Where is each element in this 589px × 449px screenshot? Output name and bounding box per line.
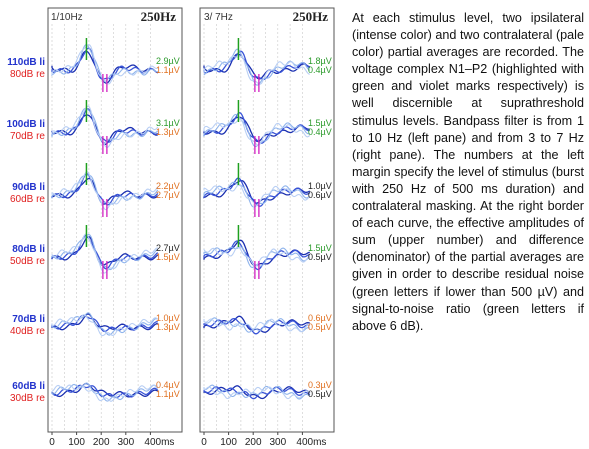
difference-amplitude: 0.4µV <box>308 127 332 137</box>
difference-amplitude: 0.6µV <box>308 190 332 200</box>
x-tick-label: 400ms <box>296 437 326 448</box>
ipsilateral-level-label: 80dB li <box>12 244 45 255</box>
time-axes: 0 100 200 300 400ms 0 100 200 300 400ms <box>49 432 326 448</box>
right-panel-frame <box>199 7 335 433</box>
sum-amplitude: 1.8µV <box>308 56 332 66</box>
partial-average-curve <box>51 384 159 402</box>
x-tick-label: 200 <box>93 437 110 448</box>
contralateral-masking-label: 50dB re <box>10 256 45 267</box>
x-tick-label: 300 <box>117 437 134 448</box>
difference-amplitude: 0.4µV <box>308 65 332 75</box>
right-panel-grid <box>203 24 303 432</box>
difference-amplitude: 1.3µV <box>156 127 180 137</box>
partial-average-curve <box>203 53 311 80</box>
contralateral-masking-label: 80dB re <box>10 69 45 80</box>
sum-amplitude: 1.0µV <box>156 313 180 323</box>
ipsilateral-level-label: 60dB li <box>12 381 45 392</box>
partial-average-curve <box>51 173 159 206</box>
aep-figure: 1/10Hz 250Hz 2.9µV1.1µV3.1µV1.3µV2.2µV2.… <box>7 7 335 448</box>
partial-average-curve <box>203 317 311 335</box>
right-panel-filter: 3/ 7Hz <box>204 12 233 23</box>
partial-average-curve <box>203 318 311 333</box>
x-tick-label: 100 <box>220 437 237 448</box>
ipsilateral-level-label: 100dB li <box>7 119 46 130</box>
difference-amplitude: 2.7µV <box>156 190 180 200</box>
right-panel-frequency: 250Hz <box>293 9 329 24</box>
partial-average-curve <box>51 312 159 336</box>
right-panel-traces: 1.8µV0.4µV1.5µV0.4µV1.0µV0.6µV1.5µV0.5µV… <box>203 38 332 400</box>
partial-average-curve <box>51 234 159 270</box>
x-tick-label: 300 <box>269 437 286 448</box>
left-panel-filter: 1/10Hz <box>51 12 83 23</box>
partial-average-curve <box>203 240 310 271</box>
partial-average-curve <box>203 116 310 143</box>
partial-average-curve <box>203 181 311 208</box>
partial-average-curve <box>203 386 311 400</box>
left-panel-frame <box>47 7 183 433</box>
left-panel-traces: 2.9µV1.1µV3.1µV1.3µV2.2µV2.7µV2.7µV1.5µV… <box>51 38 180 402</box>
partial-average-curve <box>51 44 158 82</box>
partial-average-curve <box>203 55 310 85</box>
partial-average-curve <box>203 384 311 400</box>
partial-average-curve <box>203 118 311 146</box>
sum-amplitude: 0.6µV <box>308 313 332 323</box>
left-panel-grid <box>51 24 151 432</box>
partial-average-curve <box>203 112 310 144</box>
sum-amplitude: 0.4µV <box>156 380 180 390</box>
contralateral-masking-label: 70dB re <box>10 131 45 142</box>
difference-amplitude: 1.1µV <box>156 65 180 75</box>
sum-amplitude: 2.9µV <box>156 56 180 66</box>
x-tick-label: 400ms <box>144 437 174 448</box>
contralateral-masking-label: 30dB re <box>10 393 45 404</box>
sum-amplitude: 1.5µV <box>308 243 332 253</box>
partial-average-curve <box>51 177 159 205</box>
right-panel: 3/ 7Hz 250Hz 1.8µV0.4µV1.5µV0.4µV1.0µV0.… <box>199 7 335 433</box>
partial-average-curve <box>51 314 159 337</box>
sum-amplitude: 2.2µV <box>156 181 180 191</box>
partial-average-curve <box>51 44 159 85</box>
partial-average-curve <box>203 386 311 400</box>
contralateral-masking-label: 40dB re <box>10 326 45 337</box>
partial-average-curve <box>203 385 311 400</box>
partial-average-curve <box>203 239 310 267</box>
contralateral-masking-label: 60dB re <box>10 194 45 205</box>
difference-amplitude: 0.5µV <box>308 322 332 332</box>
partial-average-curve <box>51 105 159 148</box>
x-tick-label: 0 <box>49 437 55 448</box>
partial-average-curve <box>203 246 311 267</box>
ipsilateral-level-label: 90dB li <box>12 182 45 193</box>
left-panel: 1/10Hz 250Hz 2.9µV1.1µV3.1µV1.3µV2.2µV2.… <box>47 7 183 433</box>
ipsilateral-level-label: 110dB li <box>7 57 45 68</box>
figure-caption: At each stimulus level, two ipsilateral … <box>352 11 584 333</box>
partial-average-curve <box>51 108 159 143</box>
difference-amplitude: 1.1µV <box>156 389 180 399</box>
x-tick-label: 0 <box>201 437 207 448</box>
sum-amplitude: 1.0µV <box>308 181 332 191</box>
difference-amplitude: 0.5µV <box>308 252 332 262</box>
difference-amplitude: 0.5µV <box>308 389 332 399</box>
difference-amplitude: 1.5µV <box>156 252 180 262</box>
sum-amplitude: 1.5µV <box>308 118 332 128</box>
partial-average-curve <box>51 384 159 399</box>
partial-average-curve <box>51 382 159 402</box>
sum-amplitude: 3.1µV <box>156 118 180 128</box>
difference-amplitude: 1.3µV <box>156 322 180 332</box>
partial-average-curve <box>203 317 311 333</box>
ipsilateral-level-label: 70dB li <box>12 314 45 325</box>
partial-average-curve <box>203 184 311 207</box>
partial-average-curve <box>51 233 158 274</box>
sum-amplitude: 2.7µV <box>156 243 180 253</box>
x-tick-label: 100 <box>68 437 85 448</box>
partial-average-curve <box>203 50 311 80</box>
left-panel-frequency: 250Hz <box>141 9 177 24</box>
x-tick-label: 200 <box>245 437 262 448</box>
sum-amplitude: 0.3µV <box>308 380 332 390</box>
partial-average-curve <box>51 171 159 211</box>
